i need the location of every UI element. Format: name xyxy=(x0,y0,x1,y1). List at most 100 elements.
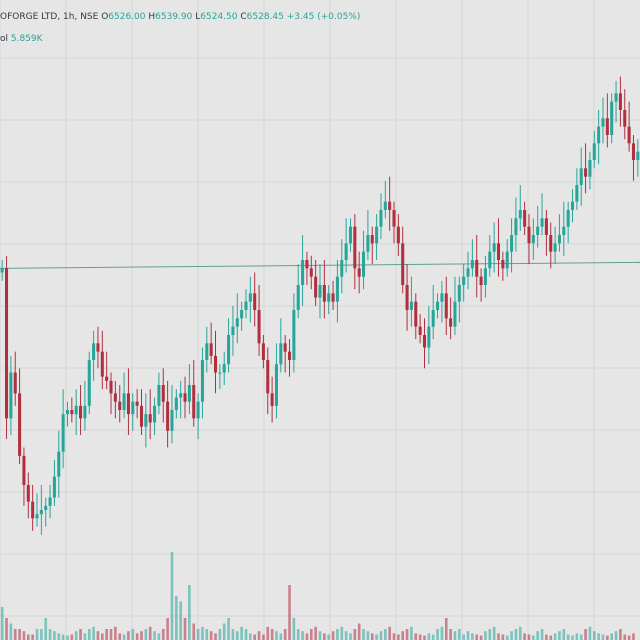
volume-bar xyxy=(153,631,156,640)
candle-body xyxy=(87,360,91,406)
candle-body xyxy=(200,360,204,402)
volume-bar xyxy=(349,633,352,640)
volume-bar xyxy=(201,626,204,640)
volume-bar xyxy=(449,629,452,640)
volume-bar xyxy=(479,635,483,640)
candle-body xyxy=(122,393,126,410)
volume-bar xyxy=(627,635,631,640)
candle-body xyxy=(496,243,501,260)
volume-bar xyxy=(148,626,152,640)
volume-bar xyxy=(48,629,52,640)
candle-body xyxy=(470,260,474,269)
candle-body xyxy=(344,243,348,260)
volume-bar xyxy=(114,626,117,640)
candle-body xyxy=(227,335,231,365)
volume-bar xyxy=(553,633,557,640)
candle-body xyxy=(444,293,448,319)
volume-bar xyxy=(231,629,235,640)
volume-bar xyxy=(379,631,383,640)
volume-bar xyxy=(249,633,252,640)
candle-body xyxy=(553,243,557,252)
volume-bar xyxy=(549,635,553,640)
candle-body xyxy=(105,376,109,381)
candle-body xyxy=(436,301,440,310)
volume-bar xyxy=(619,629,622,640)
candle-body xyxy=(309,268,313,277)
volume-bar xyxy=(392,633,396,640)
candle-body xyxy=(366,235,370,252)
candle-body xyxy=(396,226,400,244)
volume-bar xyxy=(418,634,422,640)
candle-body xyxy=(292,310,296,360)
volume-bar xyxy=(318,631,322,640)
symbol-name: OFORGE LTD, 1h, NSE xyxy=(0,12,99,22)
candle-body xyxy=(65,410,70,415)
volume-bar xyxy=(592,631,596,640)
candle-body xyxy=(166,401,170,431)
candle-body xyxy=(457,285,461,302)
candle-body xyxy=(0,268,4,273)
candle-body xyxy=(157,385,161,406)
candle-body xyxy=(636,151,640,160)
candle-body xyxy=(13,372,17,394)
candle-body xyxy=(388,201,392,210)
candle-body xyxy=(331,293,335,302)
high-value: 6539.90 xyxy=(155,12,193,22)
volume-bar xyxy=(523,633,526,640)
candle-body xyxy=(405,285,409,310)
volume-bar xyxy=(505,635,509,640)
candle-body xyxy=(536,226,540,235)
candle-body xyxy=(218,372,222,374)
candle-body xyxy=(222,364,226,373)
candle-body xyxy=(70,410,74,415)
volume-bar xyxy=(96,631,100,640)
volume-bar xyxy=(5,618,8,640)
volume-bar xyxy=(471,633,474,640)
candle-body xyxy=(126,393,130,415)
candle-body xyxy=(518,210,522,219)
volume-bar xyxy=(510,631,513,640)
volume-bar xyxy=(240,626,243,640)
volume-bar xyxy=(344,631,348,640)
volume-bar xyxy=(66,635,69,640)
candle-body xyxy=(174,397,178,410)
volume-bar xyxy=(492,626,496,640)
candle-body xyxy=(584,168,588,177)
candle-body xyxy=(153,405,157,423)
candle-body xyxy=(213,355,218,373)
volume-bar xyxy=(205,629,209,640)
close-label: C xyxy=(240,12,247,22)
volume-bar xyxy=(601,634,605,640)
candle-body xyxy=(575,185,579,202)
candle-body xyxy=(414,301,418,327)
candle-body xyxy=(301,260,305,285)
volume-bar xyxy=(357,623,361,640)
candle-body xyxy=(266,360,270,394)
candle-body xyxy=(335,276,339,302)
candle-body xyxy=(35,514,39,519)
volume-bar xyxy=(157,633,161,640)
volume-bar xyxy=(57,633,61,640)
volume-bar xyxy=(305,633,309,640)
volume-bar xyxy=(584,629,587,640)
candle-body xyxy=(283,343,287,352)
candle-body xyxy=(79,405,83,419)
candle-body xyxy=(235,318,239,327)
volume-bar xyxy=(283,629,287,640)
candle-body xyxy=(431,310,435,327)
volume-bar xyxy=(566,634,570,640)
volume-bar xyxy=(327,634,331,640)
candle-body xyxy=(39,510,43,515)
volume-bar xyxy=(166,618,169,640)
volume-bar xyxy=(9,623,13,640)
candle-body xyxy=(100,351,104,377)
candle-body xyxy=(505,251,509,269)
candle-body xyxy=(488,251,492,269)
volume-bar xyxy=(562,629,566,640)
volume-bar xyxy=(397,634,400,640)
candles[interactable] xyxy=(0,76,640,535)
volume-bar xyxy=(375,634,378,640)
volume-bar xyxy=(571,635,574,640)
